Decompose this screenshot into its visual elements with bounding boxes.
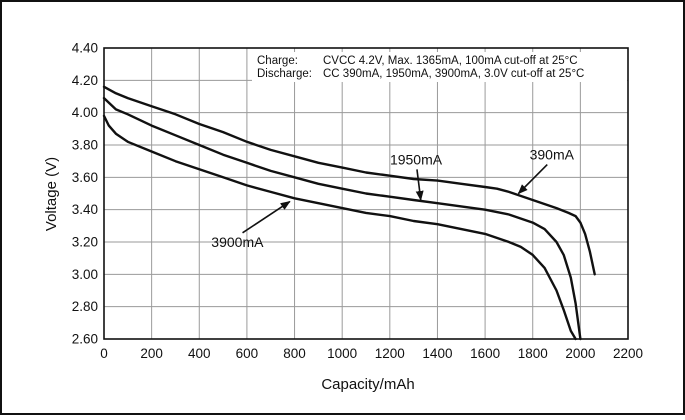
y-tick-label: 4.00 xyxy=(72,105,98,120)
x-tick-label: 800 xyxy=(283,346,306,361)
x-tick-label: 2000 xyxy=(565,346,595,361)
x-tick-label: 1800 xyxy=(518,346,548,361)
annotation-label-1950mA: 1950mA xyxy=(390,151,443,167)
x-tick-label: 1600 xyxy=(470,346,500,361)
plot-area-border xyxy=(103,47,629,340)
x-tick-label: 400 xyxy=(188,346,211,361)
notes-box xyxy=(252,52,627,82)
x-tick-label: 0 xyxy=(100,346,108,361)
series-lines xyxy=(102,85,596,341)
x-tick-label: 1400 xyxy=(422,346,452,361)
y-tick-label: 2.60 xyxy=(72,332,98,347)
x-axis-label: Capacity/mAh xyxy=(321,376,414,393)
x-tick-label: 1200 xyxy=(375,346,405,361)
note-discharge-text: CC 390mA, 1950mA, 3900mA, 3.0V cut-off a… xyxy=(323,68,584,80)
tick-labels: 0 200 400 600 800 1000 1200 1400 1600 1800 2000 220… xyxy=(72,41,643,362)
y-tick-label: 3.60 xyxy=(72,170,98,185)
note-charge-text: CVCC 4.2V, Max. 1365mA, 100mA cut-off at… xyxy=(323,55,578,67)
x-tick-label: 200 xyxy=(140,346,163,361)
x-tick-label: 1000 xyxy=(327,346,357,361)
y-axis-label: Voltage (V) xyxy=(43,157,60,231)
series-line-1950mA xyxy=(102,96,582,341)
note-discharge-label: Discharge: xyxy=(257,68,312,80)
y-tick-label: 3.40 xyxy=(72,202,98,217)
series-line-390mA xyxy=(102,85,596,276)
y-tick-label: 3.20 xyxy=(72,235,98,250)
y-tick-label: 4.20 xyxy=(72,73,98,88)
x-tick-label: 2200 xyxy=(613,346,643,361)
x-tick-label: 600 xyxy=(236,346,259,361)
annotation-arrow-1950mA xyxy=(415,169,424,201)
annotation-arrow-390mA xyxy=(517,163,548,195)
note-charge-label: Charge: xyxy=(257,55,298,67)
series-line-3900mA xyxy=(102,114,577,341)
y-tick-label: 4.40 xyxy=(72,41,98,56)
y-tick-label: 3.80 xyxy=(72,138,98,153)
annotation-arrow-3900mA xyxy=(242,200,291,234)
annotations: 390mA 1950mA 3900mA xyxy=(211,147,574,250)
y-tick-label: 2.80 xyxy=(72,299,98,314)
annotation-label-390mA: 390mA xyxy=(530,147,575,163)
y-tick-label: 3.00 xyxy=(72,267,98,282)
annotation-label-3900mA: 3900mA xyxy=(211,234,264,250)
